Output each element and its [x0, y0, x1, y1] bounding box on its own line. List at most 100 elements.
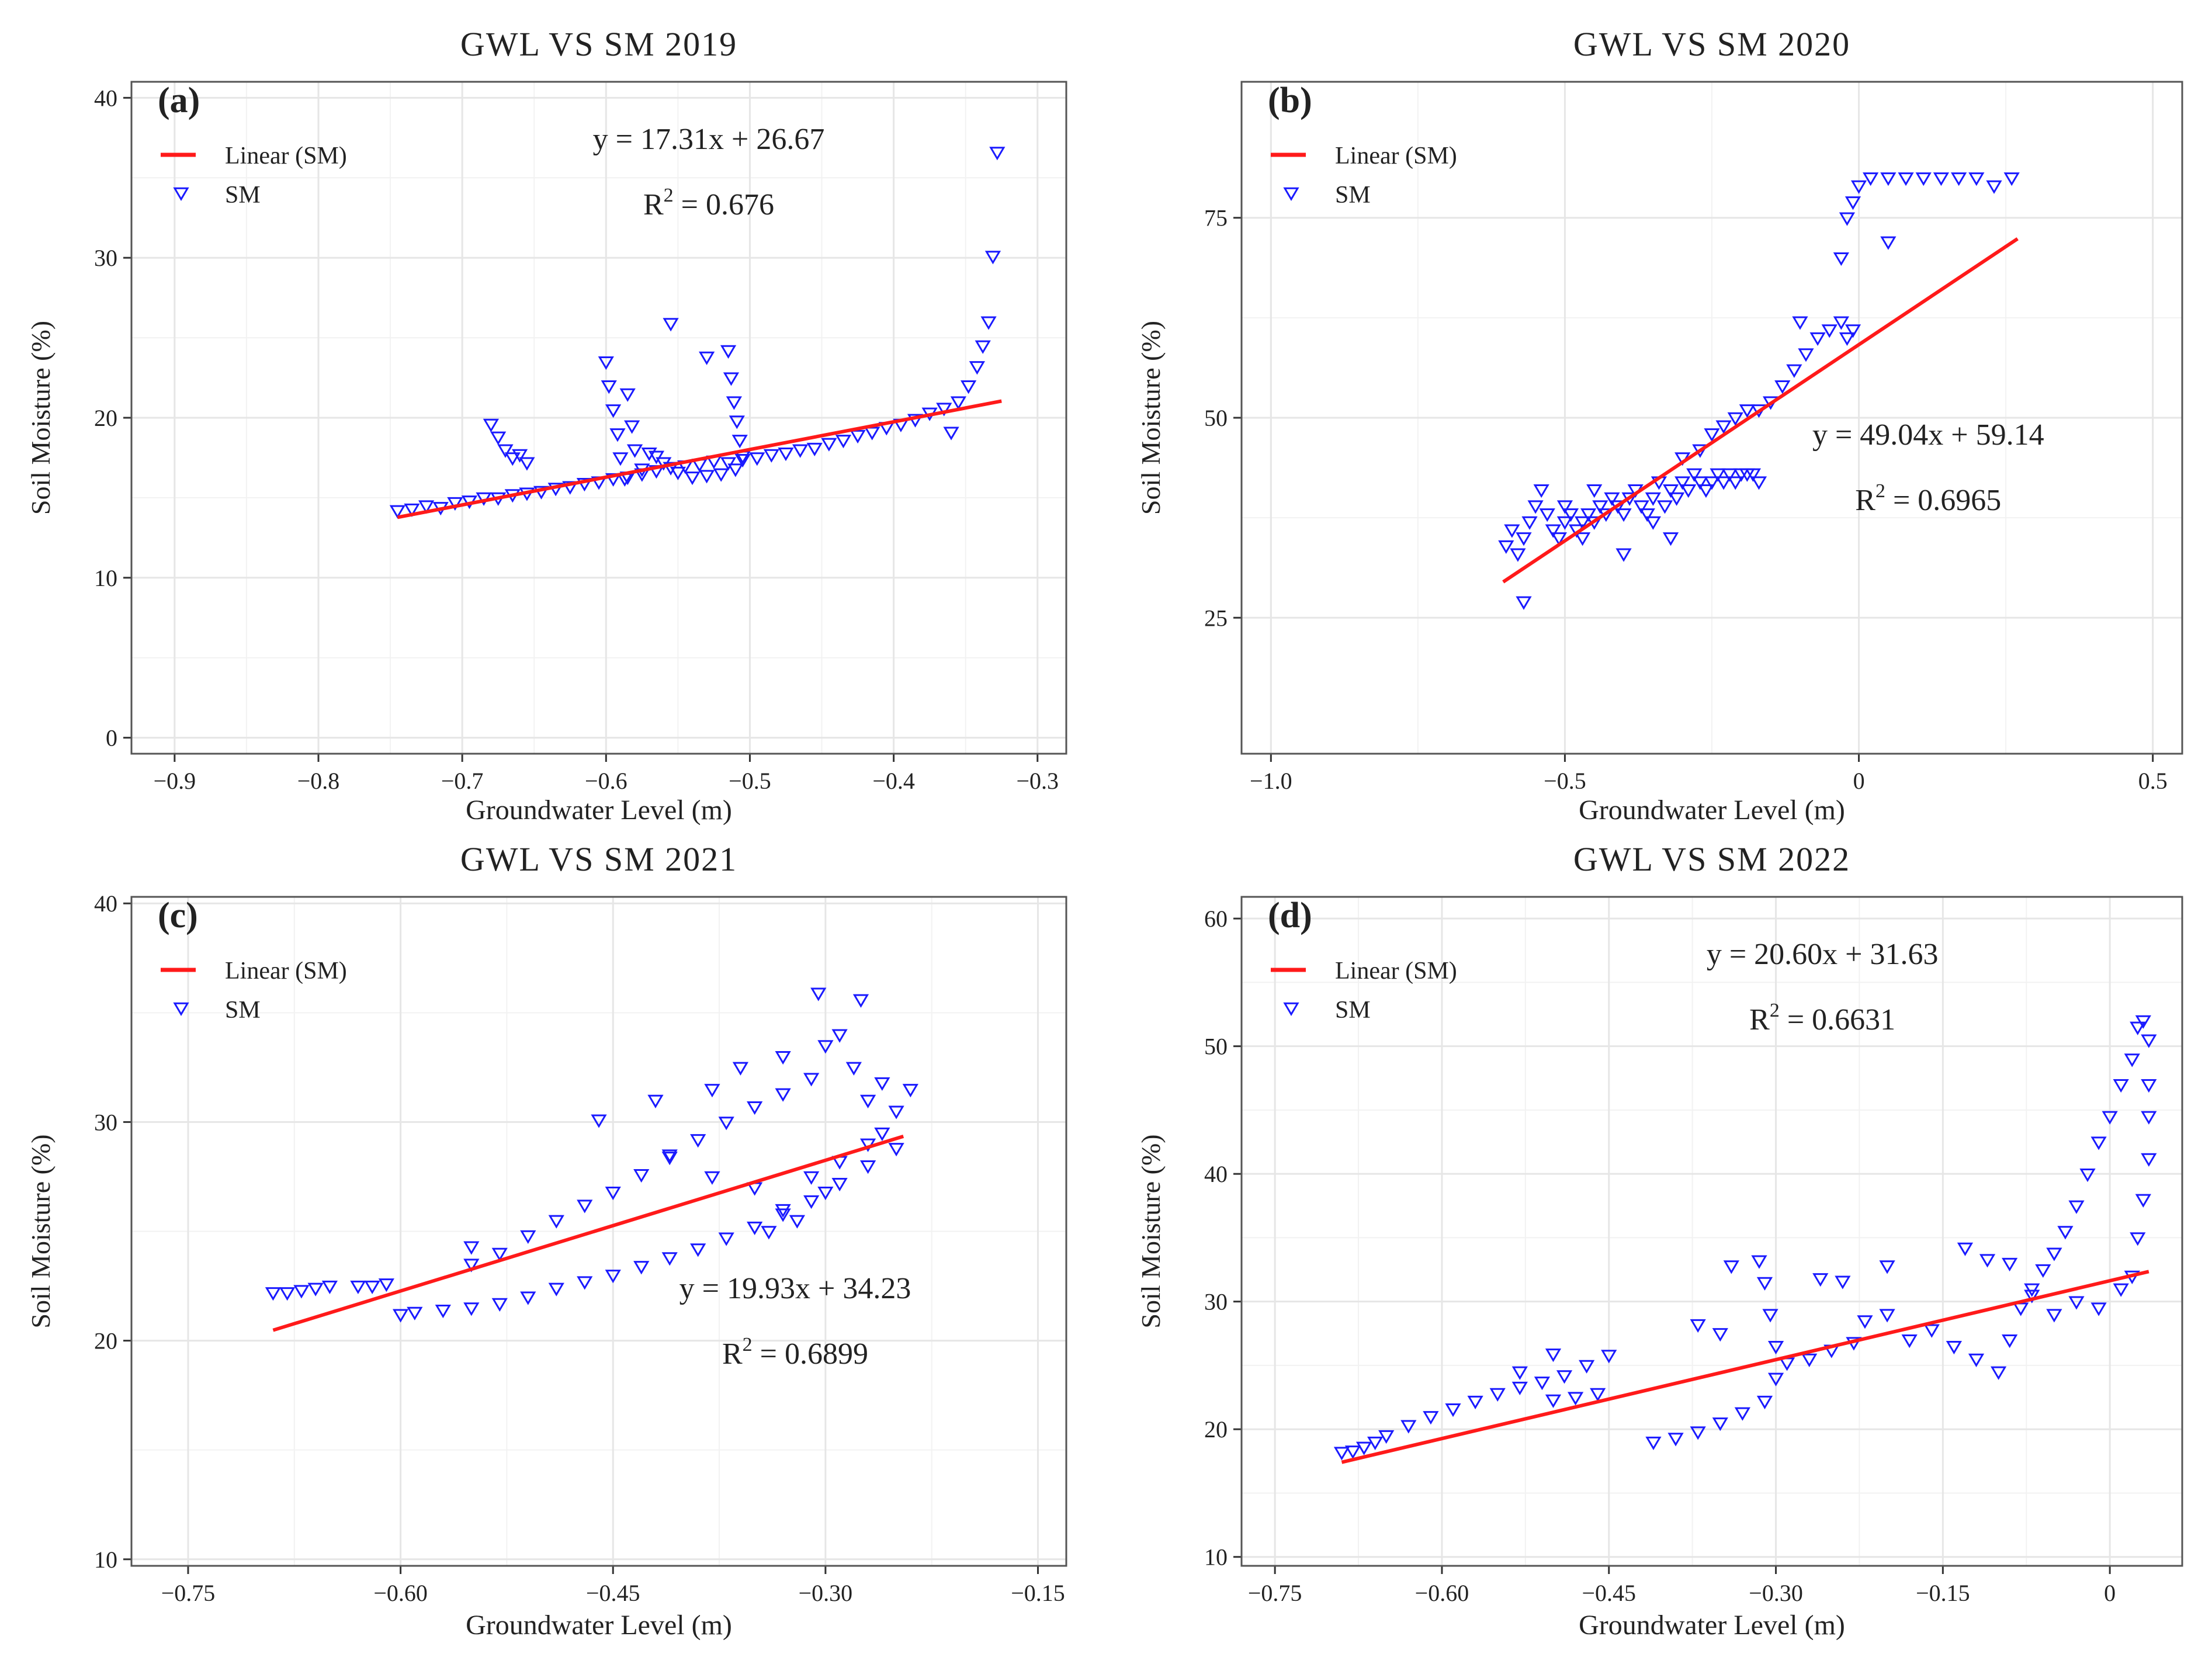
sm-point — [1344, 1445, 1361, 1460]
sm-point — [732, 1062, 749, 1076]
sm-point — [698, 470, 715, 484]
sm-point — [1467, 1395, 1483, 1410]
sm-point — [548, 1215, 564, 1229]
x-axis-label: Groundwater Level (m) — [466, 1610, 732, 1641]
sm-point — [1504, 524, 1520, 538]
sm-point — [661, 1149, 678, 1163]
sm-point — [1968, 172, 1985, 186]
panel-label: (c) — [158, 896, 198, 935]
sm-point — [1798, 348, 1814, 362]
sm-point — [663, 318, 679, 332]
sm-point — [1423, 1411, 1439, 1425]
sm-point — [389, 505, 406, 519]
sm-point — [1979, 1254, 1996, 1268]
sm-point — [1821, 324, 1837, 338]
sm-point — [1715, 420, 1732, 434]
sm-point — [1734, 1407, 1751, 1421]
sm-point — [817, 1186, 834, 1201]
sm-point — [1367, 1436, 1384, 1451]
r-squared: R2 = 0.6631 — [1749, 1000, 1895, 1036]
sm-point — [960, 380, 977, 394]
y-tick-label: 75 — [1204, 205, 1228, 231]
sm-point — [548, 1282, 564, 1296]
x-tick-label: −0.5 — [729, 768, 771, 794]
sm-point — [888, 1143, 904, 1157]
sm-point — [463, 1259, 480, 1273]
sm-point — [1833, 252, 1849, 266]
sm-point — [1516, 596, 1532, 610]
chart-title: GWL VS SM 2019 — [460, 25, 737, 63]
sm-point — [1863, 172, 1879, 186]
sm-point — [690, 1243, 706, 1257]
sm-point — [2002, 1257, 2018, 1272]
sm-point — [698, 351, 715, 365]
sm-point — [591, 1114, 607, 1128]
x-tick-label: −0.15 — [1916, 1580, 1970, 1606]
sm-point — [1951, 172, 1967, 186]
sm-point — [1698, 484, 1714, 498]
x-tick-label: −0.4 — [872, 768, 915, 794]
sm-point — [418, 500, 435, 514]
regression-equation: y = 20.60x + 31.63 — [1707, 938, 1939, 971]
sm-point — [2079, 1168, 2096, 1183]
r-squared-superscript: 2 — [1770, 1000, 1780, 1021]
sm-point — [1756, 1277, 1773, 1291]
sm-point — [734, 453, 751, 468]
legend-label-linear: Linear (SM) — [1335, 958, 1457, 984]
sm-point — [1767, 1340, 1784, 1355]
sm-point — [1845, 196, 1861, 210]
sm-point — [1592, 500, 1608, 514]
sm-point — [407, 1306, 423, 1320]
regression-equation: y = 17.31x + 26.67 — [593, 123, 825, 156]
sm-point — [1400, 1420, 1417, 1434]
sm-point — [1857, 1315, 1873, 1329]
sm-point — [1901, 1334, 1918, 1348]
sm-point — [463, 1302, 480, 1316]
x-tick-label: −0.9 — [154, 768, 196, 794]
sm-point — [1645, 516, 1661, 530]
sm-point — [293, 1285, 310, 1299]
panel-label: (a) — [158, 81, 200, 120]
legend-point-swatch — [1283, 1002, 1299, 1016]
sm-point — [1850, 180, 1867, 194]
plot-frame — [130, 896, 1067, 1567]
sm-point — [803, 1073, 820, 1087]
sm-point — [2135, 1194, 2151, 1208]
sm-point — [601, 380, 617, 394]
sm-point — [656, 457, 672, 471]
sm-point — [520, 1230, 536, 1244]
sm-point — [2113, 1283, 2129, 1297]
sm-point — [1545, 524, 1561, 538]
r-squared-superscript: 2 — [664, 185, 674, 206]
sm-point — [690, 1134, 706, 1148]
sm-point — [520, 1291, 536, 1305]
x-axis-label: Groundwater Level (m) — [1579, 795, 1845, 826]
sm-point — [1809, 332, 1826, 346]
r-squared-symbol: R — [1749, 1003, 1770, 1036]
sm-point — [1833, 316, 1849, 330]
r-squared-symbol: R — [643, 188, 664, 221]
sm-point — [1686, 468, 1703, 482]
sm-point — [576, 478, 593, 492]
y-tick-label: 40 — [94, 890, 117, 917]
sm-point — [747, 1221, 763, 1235]
sm-point — [723, 372, 740, 386]
sm-point — [2141, 1153, 2157, 1167]
sm-point — [378, 1278, 394, 1292]
sm-point — [845, 1062, 862, 1076]
y-axis-label: Soil Moisture (%) — [26, 1134, 56, 1328]
sm-point — [1721, 468, 1738, 482]
sm-point — [874, 1127, 890, 1142]
sm-point — [623, 420, 640, 434]
y-tick-label: 10 — [1204, 1544, 1228, 1571]
sm-point — [1792, 316, 1808, 330]
sm-point — [633, 1169, 650, 1183]
sm-point — [720, 457, 737, 471]
r-squared-symbol: R — [722, 1337, 743, 1371]
r-squared-value: = 0.6631 — [1780, 1003, 1895, 1036]
legend-label-sm: SM — [1335, 182, 1371, 209]
x-tick-label: −0.30 — [1749, 1580, 1803, 1606]
sm-point — [1968, 1353, 1985, 1367]
sm-point — [463, 1241, 480, 1255]
y-tick-label: 60 — [1204, 906, 1228, 932]
